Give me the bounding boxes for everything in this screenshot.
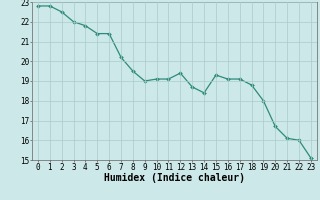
X-axis label: Humidex (Indice chaleur): Humidex (Indice chaleur) (104, 173, 245, 183)
